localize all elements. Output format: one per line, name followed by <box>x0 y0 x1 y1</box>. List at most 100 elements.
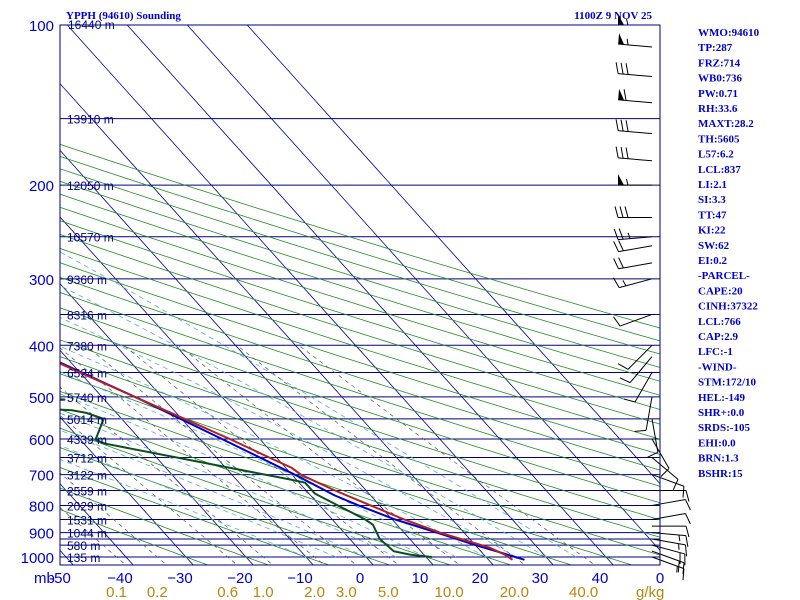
moist-adiabat-line <box>60 429 367 558</box>
moist-adiabat-line <box>60 316 517 558</box>
moist-adiabat-line <box>60 285 547 558</box>
wind-barb <box>618 33 653 48</box>
height-label: 580 m <box>67 539 100 553</box>
wind-barb-shaft <box>651 544 685 555</box>
isotherm-line <box>126 25 614 565</box>
wind-barb-flag <box>672 479 679 490</box>
temperature-tick-label: −30 <box>167 570 192 587</box>
height-label: 4339 m <box>67 433 107 447</box>
stability-index: LCL:766 <box>698 316 741 328</box>
dry-adiabat-line <box>60 180 660 368</box>
height-label: 2029 m <box>67 499 107 513</box>
wind-barb-flag <box>620 119 624 132</box>
wind-barb <box>652 525 690 538</box>
height-label: 5740 m <box>67 391 107 405</box>
wind-barb-flag <box>618 257 624 269</box>
mixing-ratio-tick-label: 0.2 <box>147 584 168 600</box>
wind-barb-pennant <box>618 33 625 45</box>
wind-barb-shaft <box>651 418 659 453</box>
height-label: 7380 m <box>67 339 107 353</box>
height-label: 3122 m <box>67 469 107 483</box>
mixing-ratio-tick-label: 2.0 <box>304 584 325 600</box>
moist-adiabat-line <box>60 393 427 558</box>
wind-barb-shaft <box>619 313 653 327</box>
temperature-tick-label: −20 <box>227 570 252 587</box>
dry-adiabat-line <box>60 323 660 521</box>
wind-barb-flag <box>623 398 636 403</box>
temperature-tick-label: 0 <box>356 570 364 587</box>
wind-barb-flag <box>620 62 624 75</box>
mixing-ratio-line <box>60 347 325 565</box>
temperature-tick-label: -50 <box>49 570 71 587</box>
mixing-ratio-tick-label: 3.0 <box>336 584 357 600</box>
wind-barb-flag <box>684 544 688 557</box>
stability-index: -WIND- <box>698 361 737 373</box>
wind-barb <box>619 356 653 384</box>
wind-barb <box>651 550 685 575</box>
dry-adiabat-line <box>60 220 660 410</box>
wind-barb-shaft <box>618 43 653 48</box>
wind-barb <box>615 62 653 78</box>
temperature-tick-label: 30 <box>532 570 549 587</box>
wind-barb-flag <box>613 228 619 240</box>
stability-index: BRN:1.3 <box>698 453 739 465</box>
temperature-tick-label: 20 <box>472 570 489 587</box>
wind-barb <box>614 206 652 218</box>
wind-barb-shaft <box>619 278 653 289</box>
wind-barb-flag <box>685 526 690 538</box>
wind-barb <box>634 396 653 432</box>
wind-barb-flag <box>618 228 624 240</box>
wind-barb-flag <box>619 377 631 384</box>
pressure-tick-label: 600 <box>29 432 54 449</box>
height-label: 10570 m <box>67 231 114 245</box>
dry-adiabat-line <box>60 307 660 504</box>
isotherm-line <box>66 25 554 565</box>
wind-barb-flag <box>615 146 619 158</box>
mixing-ratio-tick-label: 10.0 <box>435 584 464 600</box>
isotherm-line <box>60 216 374 565</box>
stability-index: -PARCEL- <box>698 270 750 282</box>
chart-title: YPPH (94610) Sounding <box>66 10 181 22</box>
mixing-ratio-line <box>178 345 461 565</box>
temperature-tick-label: −40 <box>107 570 132 587</box>
stability-index: LFC:-1 <box>698 346 733 358</box>
sounding-time: 1100Z 9 NOV 25 <box>574 10 652 22</box>
temperature-trace <box>60 362 514 561</box>
isotherm-line <box>246 25 660 485</box>
wind-barb <box>615 119 653 135</box>
wind-barb <box>613 240 653 253</box>
dry-adiabat-line <box>60 276 660 471</box>
stability-index: TT:47 <box>698 209 727 221</box>
stability-index: TP:287 <box>698 42 733 54</box>
dry-adiabat-line <box>60 390 573 565</box>
wind-barb-shaft <box>651 499 686 506</box>
dewpoint-trace <box>60 398 433 558</box>
height-label: 135 m <box>67 551 100 565</box>
wind-barb <box>618 88 653 104</box>
wind-barb-shaft <box>651 550 685 564</box>
mixing-ratio-line <box>85 345 357 565</box>
wind-barb-shaft <box>618 262 653 270</box>
moist-adiabat-line <box>60 251 577 558</box>
isotherm-line <box>60 349 254 565</box>
wind-barb <box>615 146 653 162</box>
dry-adiabat-line <box>60 373 634 565</box>
mixing-ratio-tick-label: 1.0 <box>253 584 274 600</box>
mixing-ratio-unit-label: g/kg <box>636 584 664 600</box>
temperature-tick-label: 10 <box>412 570 429 587</box>
wind-barb-flag <box>614 206 619 218</box>
wind-barb <box>651 474 685 498</box>
wind-barb <box>651 538 688 557</box>
wind-barb-half-flag <box>622 280 627 287</box>
stability-index: EI:0.2 <box>698 255 728 267</box>
wind-barb <box>651 544 686 566</box>
height-label: 9360 m <box>67 273 107 287</box>
mixing-ratio-tick-label: 40.0 <box>569 584 598 600</box>
dry-adiabat-line <box>60 447 391 565</box>
wind-barb-shaft <box>618 236 653 241</box>
wind-barb-flag <box>682 486 685 498</box>
pressure-tick-label: 400 <box>29 338 54 355</box>
mixing-ratio-line <box>60 472 168 565</box>
isotherm-line <box>0 25 16 568</box>
